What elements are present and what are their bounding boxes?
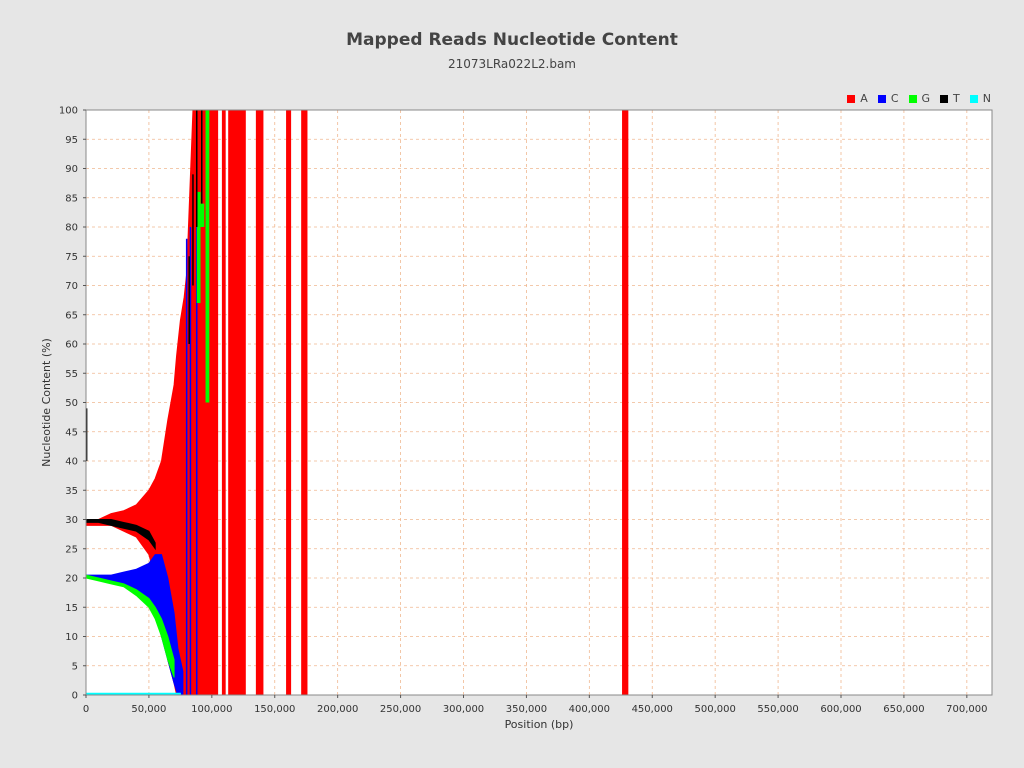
- x-tick-label: 650,000: [883, 704, 924, 715]
- x-tick-label: 600,000: [820, 704, 861, 715]
- series-a-band: [286, 110, 292, 695]
- series-g-bar: [196, 191, 201, 304]
- y-tick-label: 5: [72, 661, 78, 672]
- x-tick-label: 200,000: [317, 704, 358, 715]
- y-tick-label: 95: [65, 135, 78, 146]
- series-a-band: [301, 110, 308, 695]
- x-tick-label: 250,000: [380, 704, 421, 715]
- y-tick-label: 35: [65, 486, 78, 497]
- y-tick-label: 55: [65, 369, 78, 380]
- legend-item-n: N: [969, 92, 991, 105]
- y-tick-label: 50: [65, 398, 78, 409]
- legend-item-g: G: [908, 92, 931, 105]
- x-tick-label: 350,000: [506, 704, 547, 715]
- series-g-envelope: [85, 574, 175, 678]
- y-tick-label: 70: [65, 281, 78, 292]
- y-tick-label: 100: [59, 106, 78, 117]
- x-tick-label: 50,000: [131, 704, 166, 715]
- y-tick-label: 40: [65, 457, 78, 468]
- y-axis-title: Nucleotide Content (%): [40, 338, 53, 467]
- x-tick-label: 150,000: [254, 704, 295, 715]
- series-g-bar: [205, 110, 210, 403]
- series-a-band: [255, 110, 264, 695]
- x-tick-label: 700,000: [946, 704, 987, 715]
- y-tick-label: 65: [65, 310, 78, 321]
- y-tick-label: 25: [65, 544, 78, 555]
- x-tick-label: 550,000: [757, 704, 798, 715]
- y-tick-label: 0: [72, 691, 78, 702]
- series-a-band: [221, 110, 226, 695]
- legend-swatch: [877, 94, 886, 103]
- x-tick-label: 300,000: [443, 704, 484, 715]
- y-tick-label: 85: [65, 193, 78, 204]
- legend-label: C: [890, 92, 899, 105]
- y-tick-label: 10: [65, 632, 78, 643]
- y-tick-label: 15: [65, 603, 78, 614]
- y-tick-label: 80: [65, 223, 78, 234]
- legend-label: A: [860, 92, 868, 105]
- x-tick-label: 500,000: [694, 704, 735, 715]
- legend-swatch: [969, 94, 978, 103]
- legend-item-t: T: [940, 92, 960, 105]
- legend-label: G: [921, 92, 931, 105]
- legend-swatch: [940, 94, 949, 103]
- y-tick-label: 20: [65, 574, 78, 585]
- legend-label: N: [982, 92, 991, 105]
- y-tick-label: 45: [65, 427, 78, 438]
- y-tick-label: 60: [65, 340, 78, 351]
- series-t-envelope: [85, 519, 156, 551]
- legend-item-a: A: [847, 92, 868, 105]
- chart-title: Mapped Reads Nucleotide Content: [346, 30, 678, 50]
- y-tick-label: 75: [65, 252, 78, 263]
- x-tick-label: 450,000: [632, 704, 673, 715]
- legend-swatch: [847, 94, 856, 103]
- y-tick-label: 30: [65, 515, 78, 526]
- x-tick-label: 100,000: [191, 704, 232, 715]
- legend-label: T: [953, 92, 960, 105]
- series-a-band: [622, 110, 629, 695]
- y-tick-label: 90: [65, 164, 78, 175]
- chart-subtitle: 21073LRa022L2.bam: [448, 57, 576, 71]
- x-tick-label: 400,000: [569, 704, 610, 715]
- legend-swatch: [908, 94, 917, 103]
- series-g-bar: [200, 203, 205, 227]
- legend-item-c: C: [877, 92, 899, 105]
- x-axis-title: Position (bp): [505, 718, 574, 731]
- x-tick-label: 0: [83, 704, 89, 715]
- series-a-band: [228, 110, 246, 695]
